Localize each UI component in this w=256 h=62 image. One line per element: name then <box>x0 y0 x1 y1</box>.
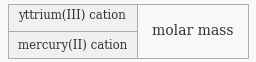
Bar <box>137 4 248 58</box>
Text: yttrium(III) cation: yttrium(III) cation <box>18 9 126 22</box>
Bar <box>8 31 137 58</box>
Text: mercury(II) cation: mercury(II) cation <box>18 39 127 52</box>
Text: molar mass: molar mass <box>152 24 233 38</box>
Bar <box>8 4 137 31</box>
